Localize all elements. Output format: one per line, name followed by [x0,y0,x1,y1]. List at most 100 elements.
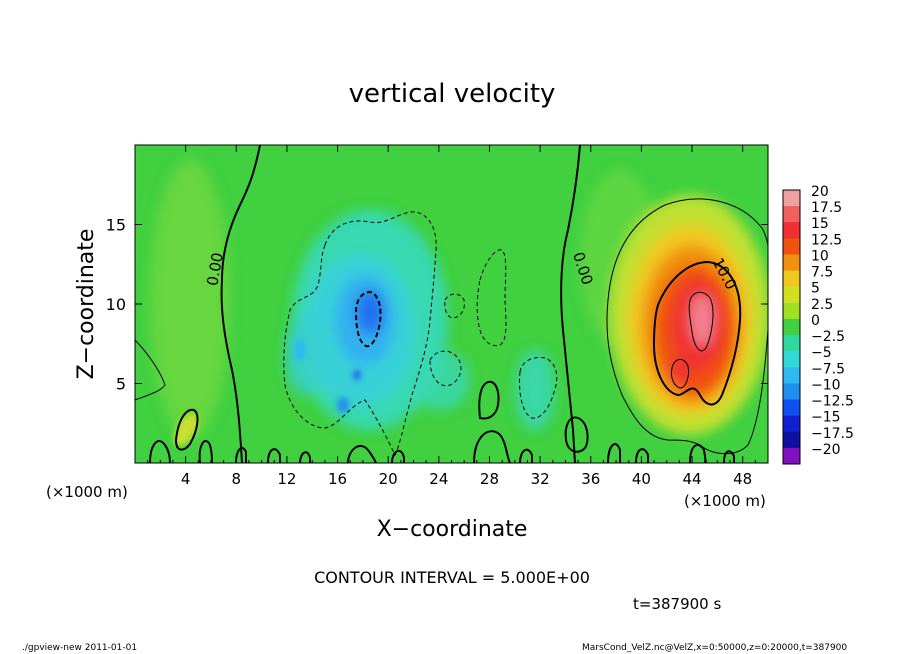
negative-contour [429,350,462,387]
positive-contour [688,291,714,352]
x-tick-label: 12 [277,470,296,488]
x-axis: 4 8 12 16 20 24 28 32 36 40 44 48 [147,145,756,488]
negative-contours-strong [354,290,382,348]
colorbar-label: −12.5 [811,394,854,410]
colorbar-label: −20 [811,442,841,458]
negative-contour [444,293,465,319]
colorbar-swatch [783,415,800,433]
downdraft-region [337,397,349,413]
colorbar-label: −15 [811,410,841,426]
zero-contour [607,443,621,463]
plot-area: 0.00 0.00 10.0 [135,145,768,463]
colorbar-swatch [783,286,800,304]
x-tick-label: 4 [181,470,191,488]
field-shading [150,160,768,440]
zero-contour [299,451,311,463]
y-tick-label: 15 [106,216,126,235]
colorbar-swatch [783,431,800,449]
colorbar-swatch [783,318,800,336]
colorbar-label: 12.5 [811,232,842,248]
y-tick-label: 10 [106,295,126,314]
colorbar-label: 10 [811,248,829,264]
zero-contour [149,440,171,463]
x-unit-label: (×1000 m) [46,483,128,501]
colorbar-label: 15 [811,216,829,232]
colorbar-label: 0 [811,313,820,329]
downdraft-region [515,350,555,430]
zero-contour [635,448,649,463]
zero-contour [519,448,533,463]
colorbar-label: 5 [811,281,820,297]
downdraft-region [410,350,470,410]
zero-contour [689,443,707,463]
updraft-core [690,294,714,346]
colorbar-label: 17.5 [811,200,842,216]
time-stamp: t=387900 s [633,595,721,613]
colorbar-label: −5 [811,345,832,361]
colorbar-swatch [783,206,800,223]
x-tick-label: 32 [531,470,550,488]
x-tick-label: 16 [328,470,347,488]
colorbar-swatch [783,270,800,288]
colorbar-label: −17.5 [811,426,854,442]
colorbar-swatch [783,238,800,255]
zero-contour [267,448,281,463]
zero-contours [149,145,735,463]
colorbar-label: −7.5 [811,361,845,377]
colorbar-swatch [783,302,800,320]
x-unit-label-right: (×1000 m) [684,492,766,510]
x-axis-label: X−coordinate [377,517,528,542]
x-tick-label: 48 [733,470,752,488]
colorbar-swatch [783,367,800,384]
contour-label: 0.00 [203,251,227,287]
downdraft-region [294,338,306,362]
positive-contour [135,339,166,401]
updraft-region [670,358,690,386]
zero-contour [564,416,589,453]
downdraft-core [356,290,384,334]
positive-contours [135,198,768,455]
colorbar-swatch [783,254,800,272]
x-tick-label: 40 [632,470,651,488]
negative-contour [283,211,437,457]
footer-left: ./gpview-new 2011-01-01 [22,643,137,653]
colorbar: 2017.51512.5107.552.50−2.5−5−7.5−10−12.5… [782,184,854,465]
weak-positive-region [174,413,198,447]
negative-contour [476,249,507,347]
positive-contour [606,198,768,455]
zero-contour [220,145,261,463]
zero-contour [174,408,199,451]
colorbar-label: −10 [811,377,841,393]
zero-contour [560,145,581,463]
colorbar-swatch [783,383,800,401]
weak-positive-region [150,160,230,440]
colorbar-label: 20 [811,184,829,200]
positive-contour [652,260,742,406]
colorbar-frame [782,189,801,465]
negative-contour [354,290,382,348]
footer-right: MarsCond_VelZ.nc@VelZ,x=0:50000,z=0:2000… [582,643,847,653]
negative-contours [283,211,558,457]
colorbar-swatch [783,335,800,352]
colorbar-swatch [783,222,800,239]
chart-title: vertical velocity [349,79,556,109]
x-tick-label: 28 [480,470,499,488]
zero-contour [198,440,213,463]
x-tick-label: 24 [429,470,448,488]
y-tick-label: 5 [116,375,126,394]
positive-contour [671,359,689,389]
x-tick-label: 20 [379,470,398,488]
x-tick-label: 8 [232,470,242,488]
small-features [174,338,361,447]
zero-contour [478,380,500,420]
colorbar-swatch [783,399,800,417]
zero-contour [723,450,735,463]
colorbar-label: −2.5 [811,329,845,345]
zero-contour [473,430,511,463]
y-axis: 5 10 15 [106,216,768,394]
colorbar-swatch [783,351,800,368]
y-axis-label: Z−coordinate [74,229,99,380]
colorbar-label: 2.5 [811,297,833,313]
x-tick-label: 44 [682,470,701,488]
